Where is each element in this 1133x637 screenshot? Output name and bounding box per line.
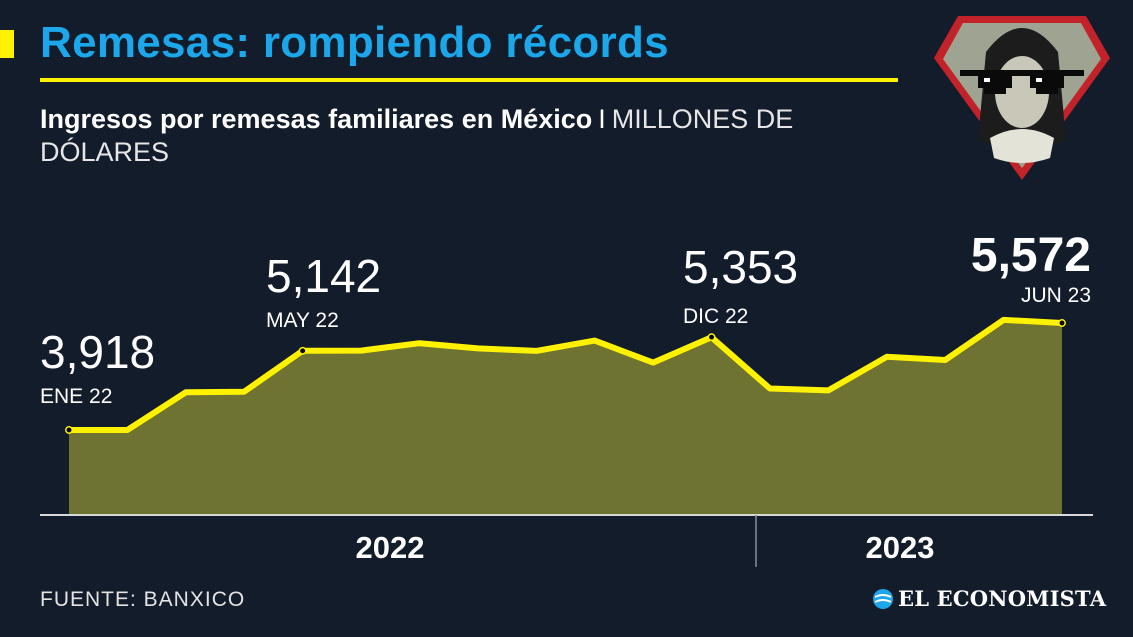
chart-subtitle: Ingresos por remesas familiares en Méxic… bbox=[40, 103, 920, 169]
data-label-value: 5,353 bbox=[683, 241, 798, 293]
data-label-value: 5,142 bbox=[266, 250, 381, 302]
brand-logo: EL ECONOMISTA bbox=[872, 586, 1106, 611]
subtitle-main: Ingresos por remesas familiares en Méxic… bbox=[40, 104, 593, 134]
data-label-month: JUN 23 bbox=[1021, 284, 1091, 307]
subtitle-unit: MILLONES DE DÓLARES bbox=[40, 104, 794, 167]
highlight-marker-jun-23 bbox=[1058, 319, 1066, 327]
series-line bbox=[66, 316, 1065, 433]
year-label-2023: 2023 bbox=[866, 530, 935, 565]
highlight-marker-dic-22 bbox=[707, 333, 716, 342]
data-label-value: 5,572 bbox=[971, 229, 1091, 282]
page-title: Remesas: rompiendo récords bbox=[40, 18, 669, 67]
area-fill bbox=[69, 319, 1062, 515]
title-underline bbox=[40, 78, 898, 82]
brand-name: EL ECONOMISTA bbox=[898, 586, 1107, 611]
data-label-month: ENE 22 bbox=[40, 385, 112, 408]
subtitle-separator: I bbox=[598, 104, 606, 134]
el-economista-logo-icon bbox=[873, 588, 893, 609]
superhero-badge-icon bbox=[934, 16, 1110, 180]
highlight-marker-ene-22 bbox=[65, 426, 73, 434]
title-accent-mark bbox=[0, 30, 14, 58]
data-label-month: DIC 22 bbox=[683, 305, 748, 328]
data-label-month: MAY 22 bbox=[266, 309, 339, 332]
highlight-marker-may-22 bbox=[298, 346, 307, 355]
data-label-value: 3,918 bbox=[40, 326, 155, 378]
year-label-2022: 2022 bbox=[356, 530, 425, 565]
source-note: FUENTE: BANXICO bbox=[40, 588, 246, 611]
portrait-collar bbox=[990, 129, 1054, 163]
sunglasses-shine bbox=[984, 78, 1042, 82]
pixel-sunglasses-icon bbox=[960, 70, 1084, 94]
